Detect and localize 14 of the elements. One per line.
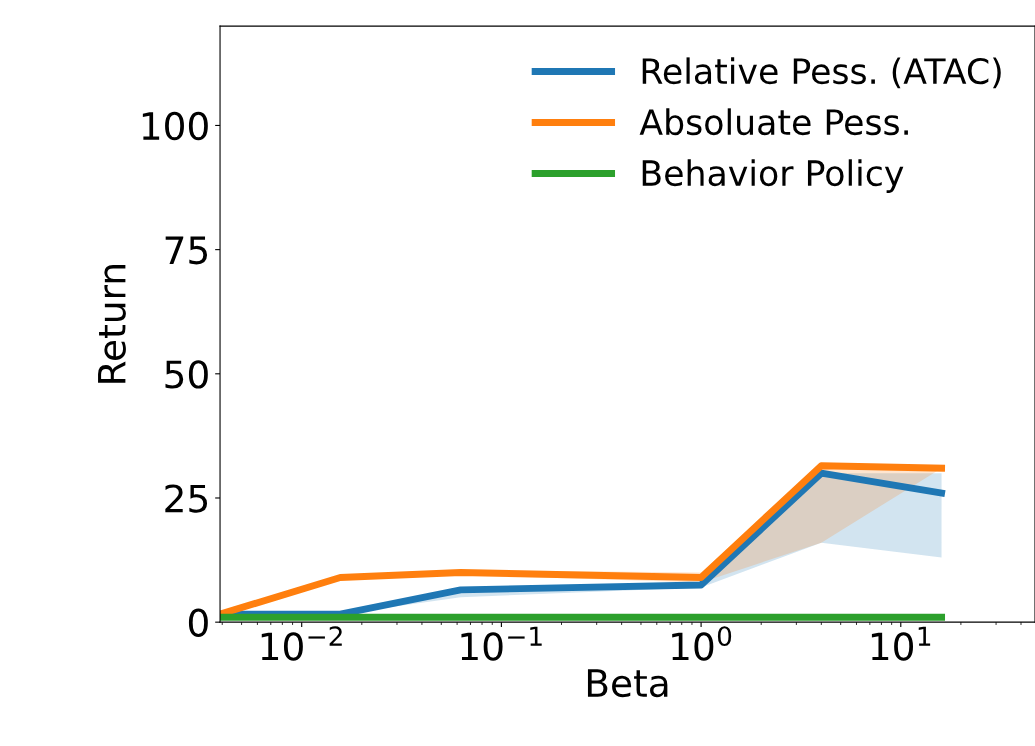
x-tick-label: 10$^{1}$ [871, 626, 931, 661]
x-tick-label: 10$^{−2}$ [261, 626, 342, 661]
y-tick-label: 100 [142, 111, 208, 141]
y-tick-label: 25 [165, 484, 208, 513]
y-axis-title: Return [98, 265, 126, 383]
x-axis-title: Beta [587, 669, 668, 698]
x-tick-label: 10$^{0}$ [672, 626, 732, 661]
y-tick-label: 50 [165, 360, 208, 389]
x-tick-label: 10$^{−1}$ [461, 626, 542, 661]
legend-label: Relative Pess. (ATAC) [642, 57, 1001, 89]
y-tick-label: 0 [188, 608, 208, 637]
legend-label: Absoluate Pess. [639, 108, 908, 136]
legend-label: Behavior Policy [642, 159, 904, 193]
y-tick-label: 75 [165, 236, 208, 265]
